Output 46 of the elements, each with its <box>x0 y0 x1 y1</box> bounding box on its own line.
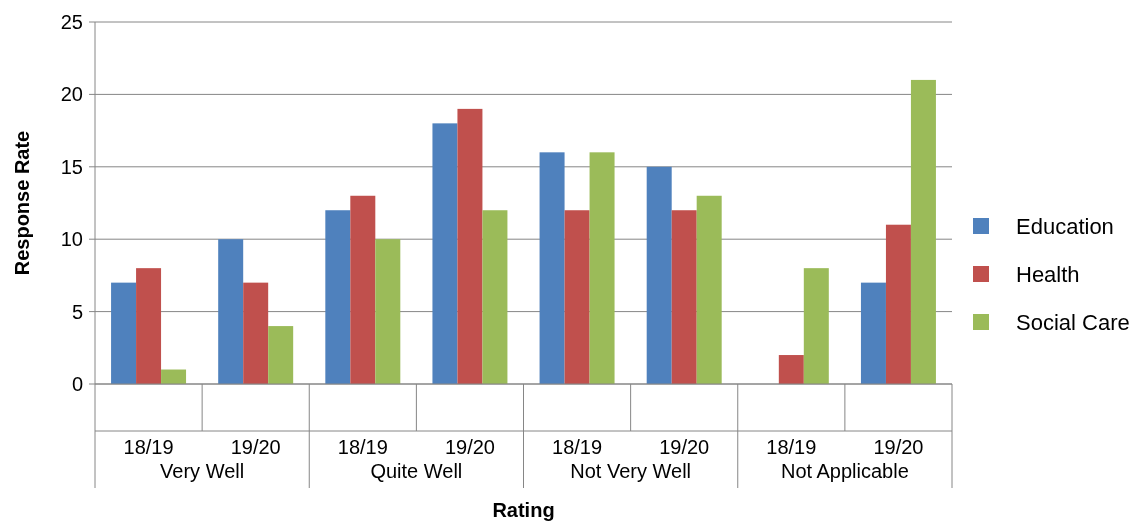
bar <box>457 108 483 384</box>
bar <box>375 239 401 384</box>
bar <box>696 195 722 384</box>
legend-label: Social Care <box>1016 309 1130 335</box>
bar <box>778 355 804 384</box>
y-tick-label: 0 <box>71 373 83 395</box>
x-axis-title: Rating <box>492 499 555 521</box>
bar <box>589 152 615 384</box>
bar <box>136 268 162 384</box>
x-tick-label: 19/20 <box>873 436 924 458</box>
bar <box>671 210 697 384</box>
bar <box>432 123 458 384</box>
bar <box>268 326 294 384</box>
x-tick-label: 19/20 <box>444 436 495 458</box>
x-tick-label: 18/19 <box>123 436 174 458</box>
legend-label: Education <box>1016 213 1114 239</box>
bar <box>161 369 187 384</box>
bar <box>482 210 508 384</box>
bar <box>885 224 911 384</box>
text: Quite Well <box>370 460 463 482</box>
text: Not Very Well <box>570 460 692 482</box>
y-tick-label: 15 <box>60 155 83 178</box>
x-tick-label: 18/19 <box>552 436 603 458</box>
y-axis-title: Response Rate <box>11 130 33 276</box>
bar <box>111 282 137 384</box>
bar <box>539 152 565 384</box>
y-tick-label: 20 <box>60 83 83 106</box>
bar <box>350 195 376 384</box>
bar <box>910 79 936 384</box>
y-tick-label: 10 <box>60 228 83 251</box>
bar <box>564 210 590 384</box>
bar <box>243 282 269 384</box>
x-tick-label: 18/19 <box>337 436 388 458</box>
x-tick-label: 19/20 <box>659 436 710 458</box>
x-tick-label: 18/19 <box>766 436 817 458</box>
x-tick-label: 19/20 <box>230 436 281 458</box>
bar <box>803 268 829 384</box>
y-tick-label: 5 <box>71 300 83 323</box>
bar <box>218 239 244 384</box>
bar <box>325 210 351 384</box>
y-tick-label: 25 <box>60 11 83 33</box>
text: Very Well <box>160 460 245 482</box>
legend-label: Health <box>1016 261 1080 287</box>
bar <box>860 282 886 384</box>
bar <box>646 166 672 384</box>
text: Not Applicable <box>780 460 909 482</box>
